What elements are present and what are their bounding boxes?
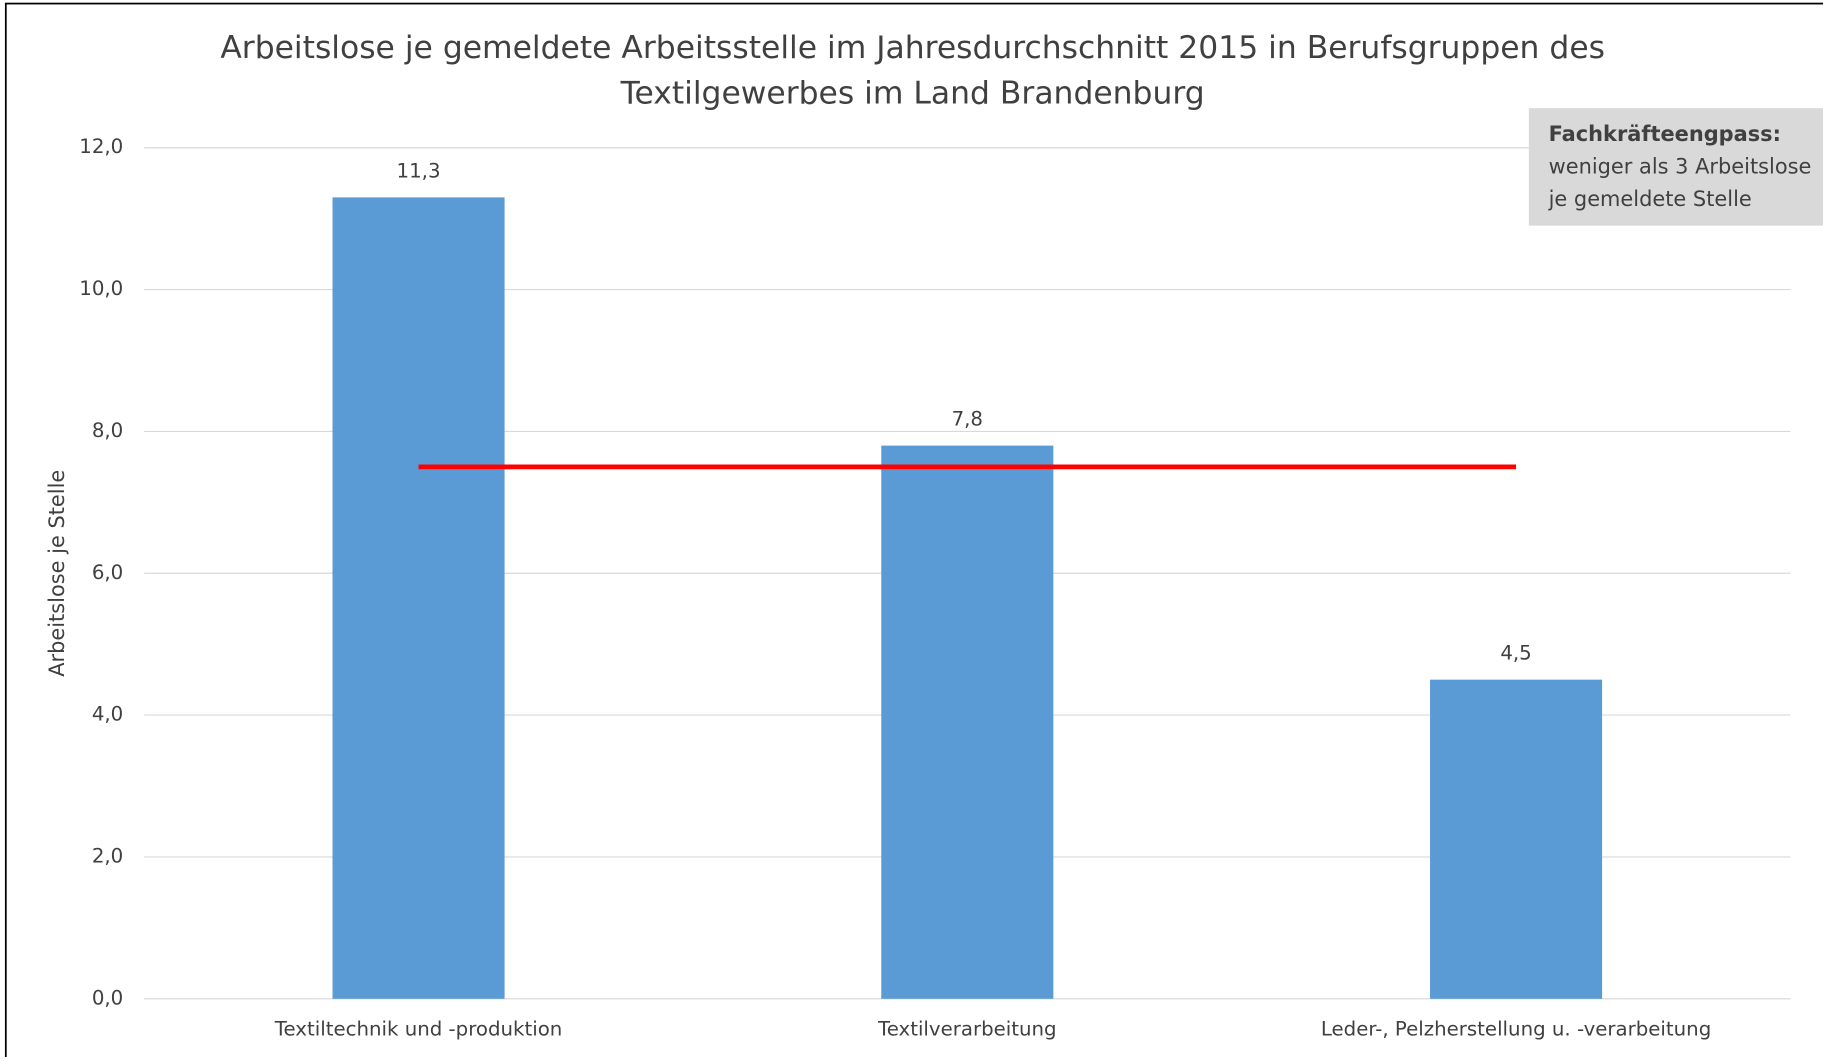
annotation-text: weniger als 3 Arbeitslose bbox=[1549, 155, 1812, 179]
x-tick-label: Textilverarbeitung bbox=[877, 1018, 1057, 1041]
y-tick-label: 4,0 bbox=[92, 703, 123, 726]
y-tick-label: 12,0 bbox=[79, 135, 123, 158]
annotation-box bbox=[1528, 108, 1823, 226]
x-tick-label: Textiltechnik und -produktion bbox=[274, 1018, 563, 1041]
y-axis-label: Arbeitslose je Stelle bbox=[45, 470, 69, 677]
data-label: 7,8 bbox=[952, 408, 983, 431]
chart-title: Arbeitslose je gemeldete Arbeitsstelle i… bbox=[220, 30, 1605, 66]
y-tick-label: 2,0 bbox=[92, 844, 123, 867]
data-label: 11,3 bbox=[397, 159, 441, 182]
bar bbox=[881, 445, 1054, 999]
data-label: 4,5 bbox=[1500, 642, 1531, 665]
bar bbox=[332, 197, 505, 999]
y-tick-label: 0,0 bbox=[92, 986, 123, 1009]
y-tick-label: 8,0 bbox=[92, 419, 123, 442]
chart-title: Textilgewerbes im Land Brandenburg bbox=[620, 75, 1205, 111]
bar bbox=[1430, 679, 1603, 999]
y-tick-label: 10,0 bbox=[79, 277, 123, 300]
annotation-text: je gemeldete Stelle bbox=[1548, 187, 1752, 211]
y-tick-label: 6,0 bbox=[92, 561, 123, 584]
annotation-title: Fachkräfteengpass: bbox=[1549, 122, 1781, 146]
x-tick-label: Leder-, Pelzherstellung u. -verarbeitung bbox=[1321, 1018, 1711, 1041]
